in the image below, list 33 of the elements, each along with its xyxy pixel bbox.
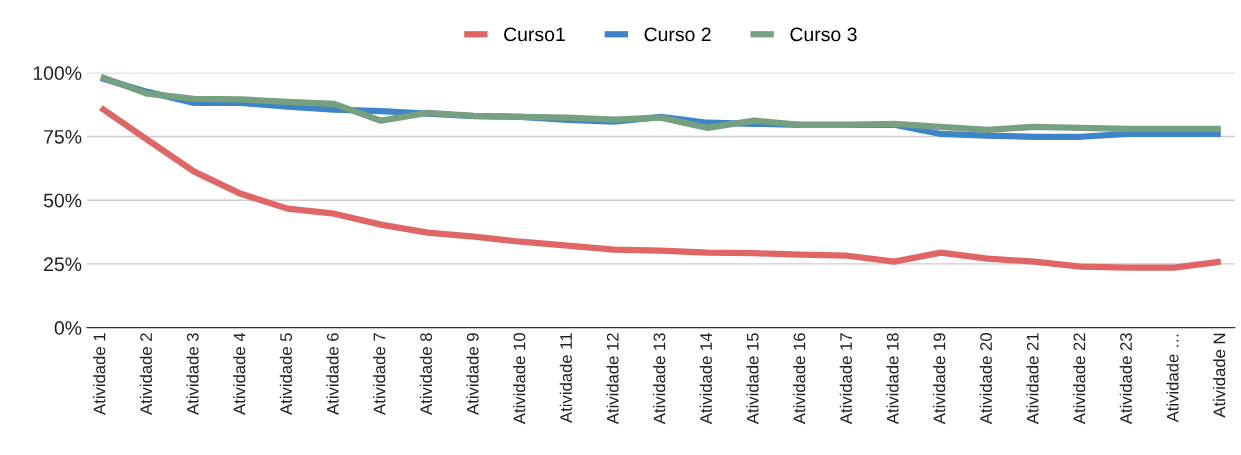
x-tick-label: Atividade 20	[979, 333, 992, 425]
x-tick-label: Atividade 6	[326, 333, 339, 415]
legend-label: Curso 3	[790, 27, 857, 42]
x-tick-label: Atividade 18	[886, 333, 899, 425]
y-tick-label: 25%	[44, 257, 82, 272]
x-tick-label: Atividade 15	[746, 333, 759, 425]
x-tick-label: Atividade 12	[606, 333, 619, 425]
x-tick-label: Atividade 13	[653, 333, 666, 425]
x-tick-label: Atividade 7	[373, 333, 386, 415]
y-tick-label: 50%	[43, 193, 82, 208]
x-tick-label: Atividade 9	[466, 333, 479, 415]
x-tick-label: Atividade 17	[839, 333, 852, 425]
x-tick-label: Atividade 16	[793, 333, 806, 425]
x-tick-label: Atividade 4	[233, 332, 246, 415]
legend-label: Curso1	[504, 27, 565, 42]
x-tick-label: Atividade 21	[1026, 333, 1039, 425]
x-tick-label: Atividade 11	[559, 333, 572, 423]
y-tick-label: 75%	[44, 130, 82, 144]
x-tick-label: Atividade 8	[419, 333, 432, 415]
x-tick-label: Atividade 1	[93, 333, 106, 415]
y-tick-label: 100%	[33, 66, 82, 81]
x-tick-label: Atividade 23	[1119, 333, 1132, 425]
x-tick-label: Atividade 2	[139, 333, 153, 415]
legend-label: Curso 2	[644, 27, 711, 42]
x-tick-label: Atividade 5	[279, 333, 292, 415]
x-tick-label: Atividade 14	[699, 332, 712, 425]
x-tick-label: Atividade 10	[513, 333, 526, 425]
x-tick-label: Atividade N	[1213, 333, 1226, 418]
x-tick-label: Atividade 22	[1073, 333, 1086, 425]
x-tick-label: Atividade 19	[933, 333, 946, 425]
x-tick-label: Atividade 3	[186, 333, 199, 415]
x-tick-label: Atividade …	[1166, 334, 1179, 423]
y-tick-label: 0%	[54, 321, 82, 335]
